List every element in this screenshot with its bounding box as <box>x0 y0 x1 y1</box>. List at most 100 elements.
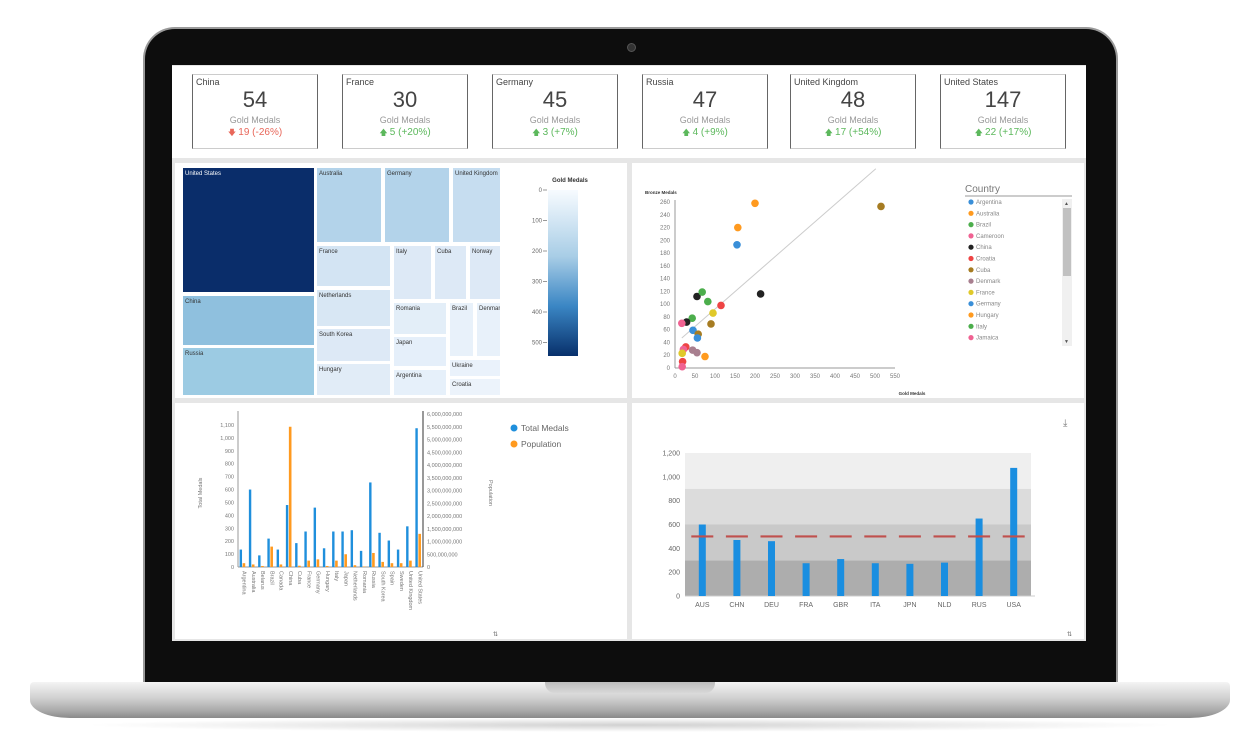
bar-total-medals[interactable] <box>396 549 400 567</box>
treemap-tile[interactable]: China <box>182 295 315 346</box>
bar-total-medals[interactable] <box>285 505 289 567</box>
bar-total-medals[interactable] <box>276 549 280 567</box>
bar-total-medals[interactable] <box>313 507 317 567</box>
treemap-tile[interactable]: Argentina <box>393 369 447 396</box>
scatter-point[interactable] <box>756 290 765 298</box>
legend-item[interactable]: Argentina <box>976 200 1002 206</box>
value-bar[interactable] <box>1010 467 1018 596</box>
legend-item[interactable]: France <box>976 290 995 296</box>
scatter-point[interactable] <box>678 362 686 371</box>
bar-total-medals[interactable] <box>350 530 354 567</box>
value-bar[interactable] <box>837 559 845 596</box>
scroll-down-icon[interactable]: ▼ <box>1064 339 1069 345</box>
bar-population[interactable] <box>409 560 412 567</box>
bar-population[interactable] <box>381 561 384 567</box>
bar-total-medals[interactable] <box>258 555 261 567</box>
bar-population[interactable] <box>390 563 394 567</box>
legend-item[interactable]: Population <box>521 439 561 449</box>
scatter-point[interactable] <box>709 309 717 317</box>
scatter-point[interactable] <box>698 288 706 296</box>
kpi-card[interactable]: Russia 47 Gold Medals 🡅 4 (+9%) <box>642 74 768 149</box>
treemap-tile[interactable]: United Kingdom <box>452 167 501 243</box>
treemap-tile[interactable]: Romania <box>393 302 447 335</box>
value-bar[interactable] <box>975 518 983 596</box>
bar-total-medals[interactable] <box>369 482 372 567</box>
kpi-card[interactable]: United Kingdom 48 Gold Medals 🡅 17 (+54%) <box>790 74 916 149</box>
bar-total-medals[interactable] <box>406 526 409 567</box>
bar-population[interactable] <box>418 533 421 567</box>
scatter-point[interactable] <box>877 202 885 211</box>
legend-item[interactable]: Cuba <box>976 268 991 274</box>
treemap-tile[interactable]: Germany <box>384 167 450 243</box>
scatter-point[interactable] <box>688 314 696 322</box>
legend-item[interactable]: Germany <box>976 302 1001 308</box>
bar-total-medals[interactable] <box>415 428 418 567</box>
bar-population[interactable] <box>372 552 375 567</box>
treemap-tile[interactable]: Hungary <box>316 363 391 396</box>
treemap-tile[interactable]: Russia <box>182 347 315 396</box>
treemap-tile[interactable]: Netherlands <box>316 289 391 327</box>
treemap-tile[interactable]: United States <box>182 167 315 293</box>
treemap-tile[interactable]: Norway <box>469 245 501 300</box>
bar-population[interactable] <box>251 564 255 567</box>
legend-item[interactable]: Total Medals <box>521 423 569 433</box>
scatter-point[interactable] <box>678 319 686 328</box>
bar-population[interactable] <box>316 559 320 567</box>
sort-icon[interactable]: ⇅ <box>1067 632 1072 638</box>
bar-total-medals[interactable] <box>304 531 307 568</box>
scatter-point[interactable] <box>733 240 741 249</box>
kpi-card[interactable]: United States 147 Gold Medals 🡅 22 (+17%) <box>940 74 1066 149</box>
legend-item[interactable]: Croatia <box>976 257 996 263</box>
bar-total-medals[interactable] <box>239 549 243 567</box>
scatter-point[interactable] <box>701 352 709 361</box>
bar-population[interactable] <box>270 546 273 567</box>
bar-total-medals[interactable] <box>248 489 252 567</box>
legend-item[interactable]: Denmark <box>976 279 1001 285</box>
value-bar[interactable] <box>941 562 948 596</box>
scroll-up-icon[interactable]: ▲ <box>1064 201 1069 207</box>
scatter-point[interactable] <box>734 223 742 232</box>
bar-total-medals[interactable] <box>295 543 298 567</box>
scatter-point[interactable] <box>678 349 686 358</box>
treemap-tile[interactable]: Italy <box>393 245 432 300</box>
value-bar[interactable] <box>871 563 879 596</box>
bar-population[interactable] <box>307 560 310 567</box>
legend-item[interactable]: Jamaica <box>976 336 999 342</box>
kpi-card[interactable]: Germany 45 Gold Medals 🡅 3 (+7%) <box>492 74 618 149</box>
kpi-card[interactable]: China 54 Gold Medals 🡇 19 (-26%) <box>192 74 318 149</box>
scatter-point[interactable] <box>689 326 697 335</box>
legend-item[interactable]: Australia <box>976 211 1000 217</box>
bar-total-medals[interactable] <box>332 531 335 568</box>
bar-population[interactable] <box>353 565 357 567</box>
sort-icon[interactable]: ⇅ <box>493 632 498 638</box>
treemap-tile[interactable]: Croatia <box>449 378 501 396</box>
legend-item[interactable]: China <box>976 245 992 251</box>
legend-item[interactable]: Cameroon <box>976 234 1004 240</box>
legend-item[interactable]: Hungary <box>976 313 999 319</box>
bar-total-medals[interactable] <box>359 550 363 567</box>
legend-item[interactable]: Brazil <box>976 223 991 229</box>
scatter-point[interactable] <box>693 292 701 301</box>
bar-population[interactable] <box>261 565 264 567</box>
bar-total-medals[interactable] <box>378 532 381 567</box>
bar-population[interactable] <box>242 563 246 567</box>
scatter-point[interactable] <box>751 199 759 208</box>
bar-total-medals[interactable] <box>341 531 344 568</box>
bar-population[interactable] <box>279 564 283 567</box>
bar-population[interactable] <box>344 554 347 567</box>
bar-total-medals[interactable] <box>387 540 391 567</box>
scatter-point[interactable] <box>693 348 701 357</box>
treemap-tile[interactable]: Australia <box>316 167 382 243</box>
bar-population[interactable] <box>362 566 366 567</box>
value-bar[interactable] <box>802 563 810 596</box>
treemap-tile[interactable]: Brazil <box>449 302 474 357</box>
treemap-tile[interactable]: France <box>316 245 391 287</box>
bar-population[interactable] <box>325 565 329 567</box>
bar-population[interactable] <box>335 560 338 567</box>
value-bar[interactable] <box>733 539 741 596</box>
treemap-tile[interactable]: Denmark <box>476 302 501 357</box>
bar-total-medals[interactable] <box>267 538 270 567</box>
value-bar[interactable] <box>906 563 914 596</box>
treemap-tile[interactable]: South Korea <box>316 328 391 362</box>
download-icon[interactable]: ⤓ <box>1063 418 1068 429</box>
